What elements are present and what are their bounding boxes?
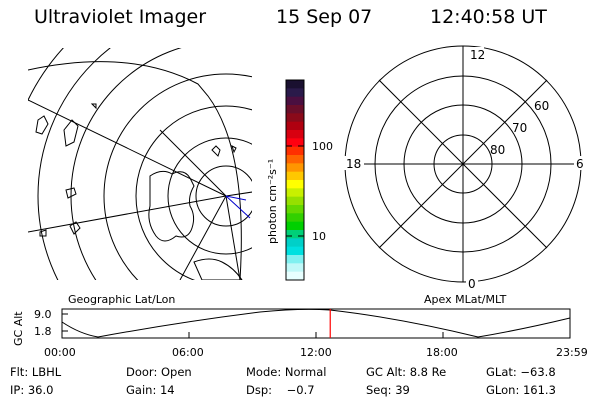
- glon-value: GLon: 161.3: [486, 383, 556, 397]
- lon-line: [225, 195, 241, 280]
- color-bar-segment: [286, 238, 304, 248]
- color-bar-segment: [286, 138, 304, 148]
- color-bar-segment: [286, 213, 304, 223]
- geographic-caption: Geographic Lat/Lon: [68, 293, 175, 306]
- color-bar-segment: [286, 163, 304, 173]
- coastline: [90, 103, 97, 110]
- color-bar-segment: [286, 171, 304, 181]
- mlt-line: [378, 79, 548, 249]
- color-bar-segment: [286, 121, 304, 131]
- colorbar-tick-label: 10: [312, 230, 326, 243]
- dsp-value: Dsp: −0.7: [246, 383, 315, 397]
- imager-title: Ultraviolet Imager: [34, 6, 207, 28]
- color-bar-segment: [286, 180, 304, 189]
- timeline-xtick-label: 18:00: [426, 346, 458, 359]
- mlat-label-60: 60: [534, 99, 549, 113]
- color-bar-segment: [286, 96, 304, 106]
- color-bar-segment: [286, 130, 304, 139]
- label-bg: [466, 276, 478, 290]
- time-label: 12:40:58 UT: [430, 6, 547, 28]
- timeline-ylabel: GC Alt: [12, 311, 25, 346]
- coastline: [35, 115, 49, 135]
- color-bar-segment: [286, 230, 304, 239]
- colorbar-unit-label: photon cm⁻²s⁻¹: [266, 159, 279, 244]
- coastline: [211, 145, 221, 157]
- filter-value: Flt: LBHL: [10, 365, 62, 379]
- lon-line: [28, 99, 227, 197]
- color-bar-segment: [286, 188, 304, 198]
- mlat-label-80: 80: [490, 143, 505, 157]
- gc-alt-value: GC Alt: 8.8 Re: [366, 365, 446, 379]
- timeline-xtick-label: 12:00: [300, 346, 332, 359]
- mlt-label-18: 18: [346, 157, 361, 171]
- color-bar-segment: [286, 271, 304, 281]
- mlt-label-0: 0: [468, 277, 476, 291]
- coastline: [39, 229, 47, 237]
- color-bar-segment: [286, 221, 304, 231]
- timeline-xtick-label: 06:00: [172, 346, 204, 359]
- geographic-map: [28, 48, 252, 280]
- label-bg: [574, 156, 586, 170]
- color-bar-segment: [286, 113, 304, 123]
- coastline: [69, 221, 81, 235]
- coastline: [231, 145, 237, 154]
- direction-line: [225, 195, 247, 201]
- color-bar-segment: [286, 205, 304, 214]
- gain-value: Gain: 14: [126, 383, 175, 397]
- label-bg: [466, 47, 484, 61]
- coastline: [65, 187, 77, 199]
- color-bar-segment: [286, 105, 304, 114]
- color-bar: [286, 80, 304, 281]
- color-bar-segment: [286, 88, 304, 98]
- status-info: Flt: LBHL Door: Open Mode: Normal GC Alt…: [10, 365, 556, 397]
- mlat-label-70: 70: [512, 121, 527, 135]
- lon-line: [225, 191, 252, 197]
- ip-value: IP: 36.0: [10, 383, 53, 397]
- timeline-xtick-label: 00:00: [44, 346, 76, 359]
- timeline-ytick-label: 1.8: [34, 325, 52, 338]
- timeline-xtick-label: 23:59: [556, 346, 588, 359]
- lat-circle: [28, 48, 64, 102]
- lon-line: [28, 195, 227, 233]
- timeline-ytick-label: 9.0: [34, 308, 52, 321]
- label-bg: [344, 156, 364, 170]
- color-bar-segment: [286, 263, 304, 273]
- color-bar-segment: [286, 80, 304, 89]
- lon-line: [159, 129, 227, 197]
- seq-value: Seq: 39: [366, 383, 410, 397]
- color-bar-segment: [286, 246, 304, 256]
- color-bar-segment: [286, 255, 304, 264]
- lat-circle: [103, 73, 252, 280]
- date-label: 15 Sep 07: [276, 6, 373, 28]
- door-value: Door: Open: [126, 365, 192, 379]
- apex-caption: Apex MLat/MLT: [424, 293, 507, 306]
- lat-circle: [167, 137, 252, 255]
- lat-circle: [37, 48, 111, 280]
- coastline: [63, 119, 79, 147]
- mode-value: Mode: Normal: [246, 365, 326, 379]
- coastline: [193, 258, 243, 280]
- lat-circle: [135, 105, 252, 280]
- color-bar-frame: [285, 79, 305, 281]
- lat-circle: [195, 165, 252, 227]
- continent-outline: [148, 170, 195, 242]
- colorbar-tick-label: 100: [312, 140, 333, 153]
- direction-line: [225, 195, 251, 219]
- mlt-label-12: 12: [470, 48, 485, 62]
- color-bar-segment: [286, 196, 304, 206]
- color-bar-segment: [286, 155, 304, 164]
- color-bar-segment: [286, 146, 304, 156]
- altitude-timeline: 9.0 1.8 GC Alt 00:00 06:00 12:00 18:00 2…: [12, 308, 588, 359]
- mlt-label-6: 6: [576, 157, 584, 171]
- image-boundary: [28, 61, 242, 280]
- glat-value: GLat: −63.8: [486, 365, 556, 379]
- lon-line: [179, 195, 227, 280]
- altitude-curve: [61, 308, 571, 338]
- polar-plot: [344, 45, 582, 283]
